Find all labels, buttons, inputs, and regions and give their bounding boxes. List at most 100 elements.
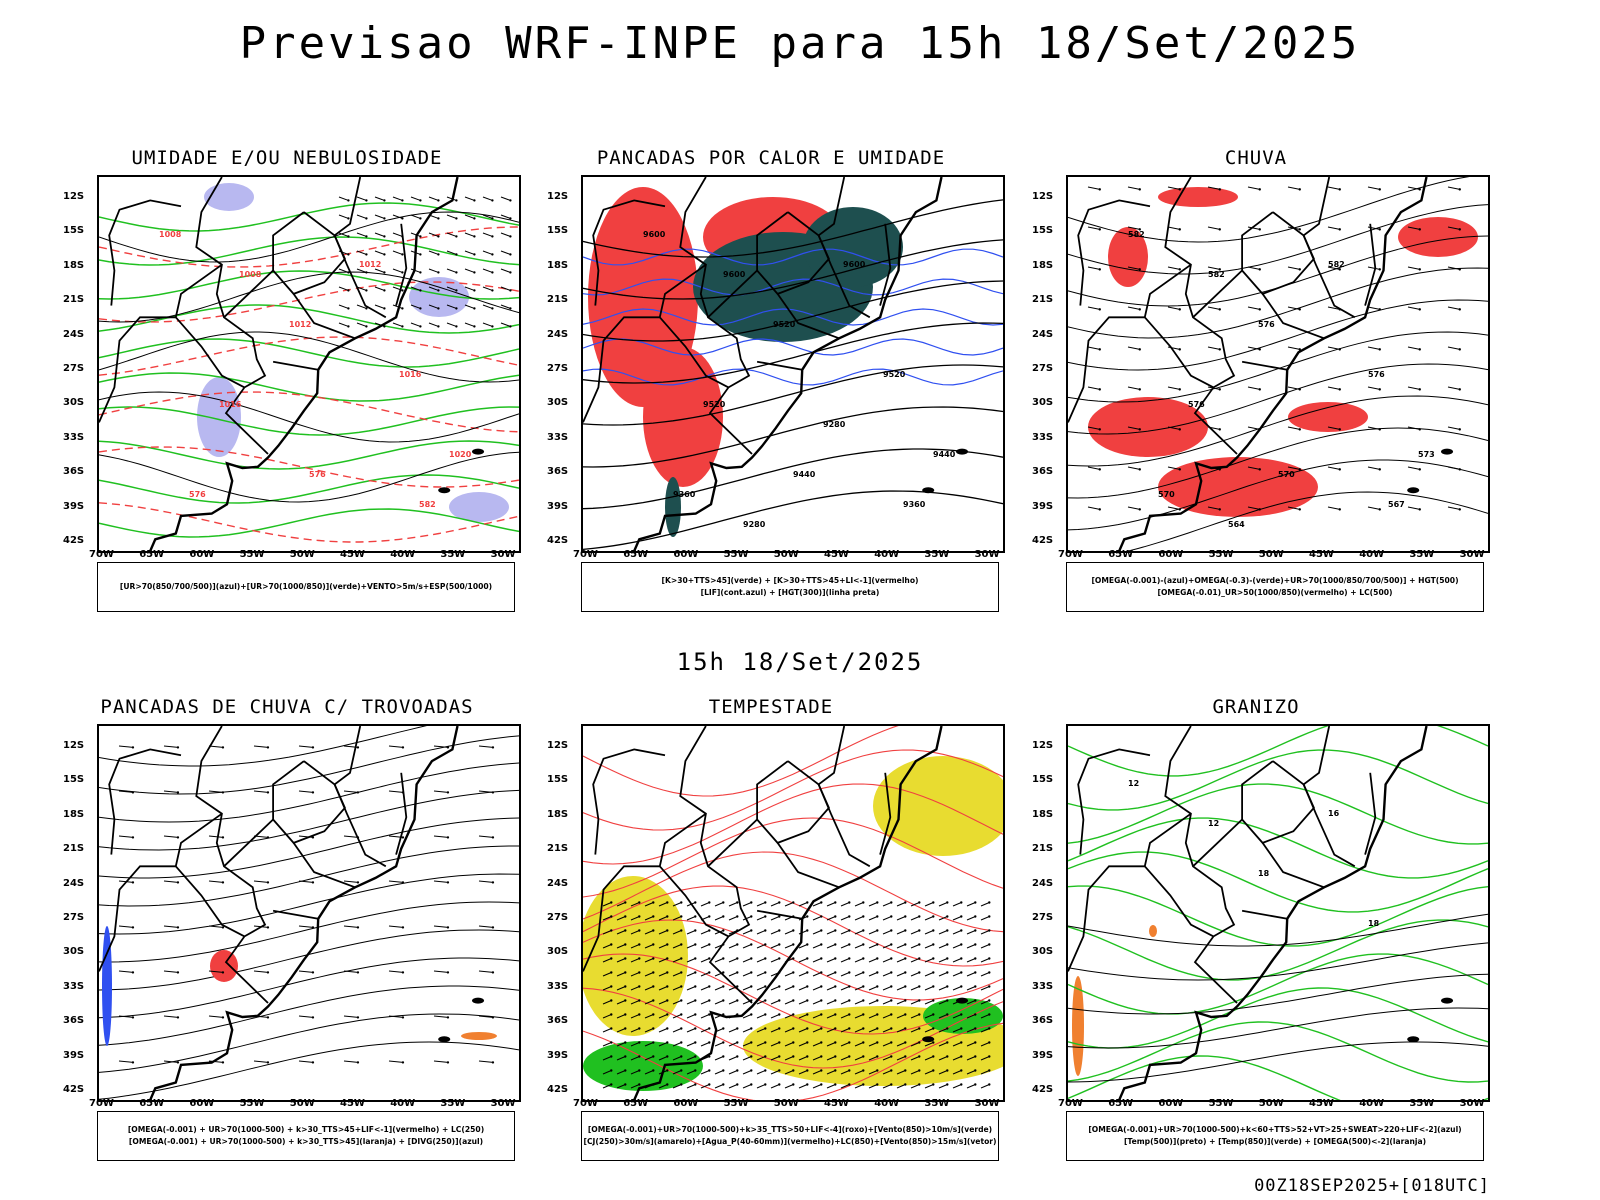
streamline xyxy=(99,1013,519,1073)
wind-vector xyxy=(630,1000,640,1005)
temp850-contour xyxy=(1068,726,1488,777)
border-line xyxy=(756,909,803,920)
wind-vector-head xyxy=(473,217,476,220)
coastline xyxy=(149,726,459,1100)
wind-vector-head xyxy=(652,1055,655,1058)
wind-vector-head xyxy=(862,957,865,960)
wind-vector-head xyxy=(792,999,795,1002)
wind-vector-head xyxy=(722,971,725,974)
wind-vector-head xyxy=(176,836,180,839)
border-line xyxy=(1068,865,1145,972)
wind-vector-head xyxy=(666,901,669,904)
hgt-contour xyxy=(1068,331,1488,403)
wind-vector xyxy=(714,958,724,963)
wind-vector-head xyxy=(806,901,809,904)
latitude-label: 27S xyxy=(1032,363,1054,374)
wind-vector xyxy=(1367,386,1380,390)
wind-vector-head xyxy=(1378,348,1381,351)
wind-vector xyxy=(356,214,367,219)
wind-vector xyxy=(602,958,612,963)
lake xyxy=(922,1036,935,1043)
wind-vector xyxy=(938,986,948,991)
wind-vector xyxy=(966,986,976,991)
wind-vector xyxy=(980,958,990,963)
wind-vector xyxy=(700,1070,710,1075)
wind-vector-head xyxy=(778,985,781,988)
wind-vector-head xyxy=(792,1041,795,1044)
wind-vector xyxy=(1207,266,1220,270)
wind-vector-head xyxy=(638,1041,641,1044)
wind-vector xyxy=(630,930,640,935)
wind-vector-head xyxy=(491,836,495,839)
wind-vector-head xyxy=(974,915,977,918)
wind-vector-head xyxy=(806,929,809,932)
latitude-label: 12S xyxy=(63,740,85,751)
border-line xyxy=(99,316,176,423)
wind-vector-head xyxy=(624,901,627,904)
wind-vector xyxy=(798,986,808,991)
wind-vector xyxy=(910,916,920,921)
thickness-contour xyxy=(99,446,519,488)
latitude-label: 36S xyxy=(1032,466,1054,478)
contour-label: 582 xyxy=(419,500,436,509)
wind-vector-head xyxy=(1298,508,1301,511)
wind-vector-head xyxy=(624,971,627,974)
wind-vector xyxy=(1087,266,1100,270)
wind-vector xyxy=(433,1015,448,1018)
wind-vector-head xyxy=(946,1013,949,1016)
latitude-label: 27S xyxy=(63,363,85,374)
wind-vector-head xyxy=(792,943,795,946)
wind-vector-head xyxy=(221,791,225,794)
contour-label: 9600 xyxy=(643,230,666,239)
wind-vector-head xyxy=(509,307,512,310)
wind-vector-head xyxy=(722,1069,725,1072)
temp850-contour xyxy=(1068,783,1488,845)
wind-vector xyxy=(374,196,385,201)
wind-vector xyxy=(854,1056,864,1061)
wind-vector xyxy=(500,196,511,201)
border-line xyxy=(592,199,666,306)
panel-title: PANCADAS DE CHUVA C/ TROVOADAS xyxy=(100,696,474,718)
wind-vector-head xyxy=(419,217,422,220)
wind-vector xyxy=(616,1070,626,1075)
wind-vector xyxy=(742,972,752,977)
wind-vector xyxy=(882,972,892,977)
wind-vector-head xyxy=(1258,188,1261,191)
wind-vector xyxy=(356,250,367,255)
map-tempestade xyxy=(581,724,1005,1102)
longitude-label: 70W xyxy=(573,549,598,560)
wind-vector xyxy=(1207,346,1220,350)
coastline xyxy=(1118,726,1428,1100)
wind-vector-head xyxy=(610,985,613,988)
wind-vector-head xyxy=(1138,388,1141,391)
wind-vector xyxy=(163,925,178,928)
latitude-label: 27S xyxy=(547,363,569,374)
wind-vector xyxy=(602,1000,612,1005)
wind-vector xyxy=(896,1084,906,1089)
wind-vector-head xyxy=(890,957,893,960)
wind-vector xyxy=(966,972,976,977)
wind-vector xyxy=(980,1084,990,1089)
wind-vector xyxy=(686,1000,696,1005)
wind-vector-head xyxy=(419,199,422,202)
wind-vector xyxy=(840,1070,850,1075)
wind-vector xyxy=(388,1060,403,1063)
longitude-label: 55W xyxy=(1208,549,1234,560)
wind-vector-head xyxy=(680,1013,683,1016)
wind-vector xyxy=(826,986,836,991)
wind-vector xyxy=(910,972,920,977)
wind-vector xyxy=(644,944,654,949)
wind-vector xyxy=(658,944,668,949)
lake xyxy=(956,997,969,1004)
wind-vector xyxy=(896,902,906,907)
wind-vector-head xyxy=(764,901,767,904)
wind-vector-head xyxy=(1298,268,1301,271)
longitude-label: 45W xyxy=(1309,1098,1334,1109)
wind-vector xyxy=(854,1042,864,1047)
wind-vector-head xyxy=(652,971,655,974)
wind-vector xyxy=(616,1042,626,1047)
border-line xyxy=(1241,360,1288,371)
wind-vector xyxy=(1167,226,1180,230)
wind-vector-head xyxy=(960,957,963,960)
